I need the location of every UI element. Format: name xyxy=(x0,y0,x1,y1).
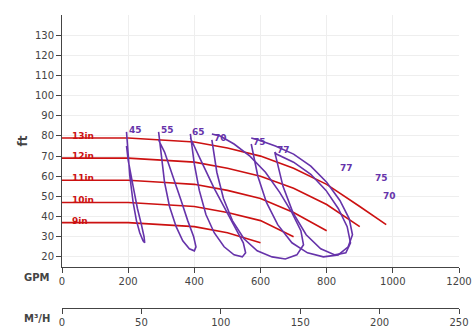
svg-text:130: 130 xyxy=(35,30,54,41)
svg-text:60: 60 xyxy=(41,171,54,182)
svg-text:250: 250 xyxy=(449,317,468,328)
svg-text:600: 600 xyxy=(251,276,270,287)
svg-text:40: 40 xyxy=(41,211,54,222)
svg-text:1200: 1200 xyxy=(446,276,471,287)
svg-text:ft: ft xyxy=(16,135,30,146)
svg-text:0: 0 xyxy=(59,276,65,287)
svg-text:50: 50 xyxy=(41,191,54,202)
svg-text:20: 20 xyxy=(41,251,54,262)
svg-text:55: 55 xyxy=(161,125,174,135)
svg-text:150: 150 xyxy=(291,317,310,328)
svg-text:9in: 9in xyxy=(72,216,88,226)
svg-text:77: 77 xyxy=(277,145,290,155)
svg-text:30: 30 xyxy=(41,231,54,242)
svg-text:100: 100 xyxy=(211,317,230,328)
svg-text:110: 110 xyxy=(35,70,54,81)
svg-text:100: 100 xyxy=(35,90,54,101)
svg-text:800: 800 xyxy=(317,276,336,287)
svg-text:10in: 10in xyxy=(72,195,94,205)
svg-text:75: 75 xyxy=(375,173,388,183)
svg-text:70: 70 xyxy=(383,191,396,201)
svg-text:70: 70 xyxy=(214,133,227,143)
svg-text:80: 80 xyxy=(41,130,54,141)
svg-text:11in: 11in xyxy=(72,173,94,183)
svg-text:77: 77 xyxy=(340,163,353,173)
svg-text:75: 75 xyxy=(253,137,266,147)
svg-text:400: 400 xyxy=(185,276,204,287)
svg-text:90: 90 xyxy=(41,110,54,121)
svg-text:12in: 12in xyxy=(72,151,94,161)
svg-text:120: 120 xyxy=(35,50,54,61)
svg-text:200: 200 xyxy=(370,317,389,328)
svg-text:45: 45 xyxy=(129,125,142,135)
svg-text:13in: 13in xyxy=(72,131,94,141)
svg-text:GPM: GPM xyxy=(24,272,50,283)
svg-text:1000: 1000 xyxy=(380,276,405,287)
svg-text:M³/H: M³/H xyxy=(24,313,50,324)
svg-text:50: 50 xyxy=(135,317,148,328)
svg-text:70: 70 xyxy=(41,151,54,162)
svg-text:200: 200 xyxy=(119,276,138,287)
svg-text:65: 65 xyxy=(192,127,205,137)
svg-text:0: 0 xyxy=(59,317,65,328)
